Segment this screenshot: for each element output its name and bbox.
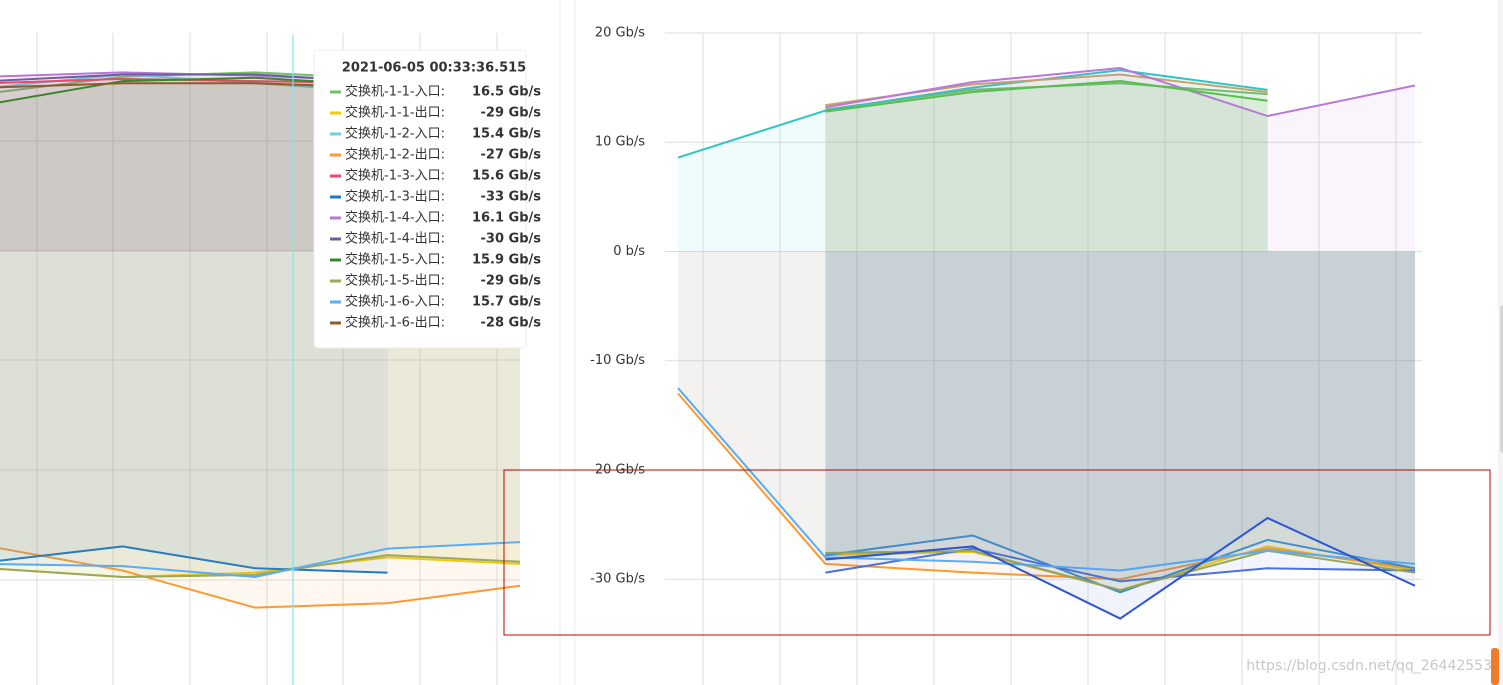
series-line	[0, 541, 520, 579]
series-area	[0, 78, 388, 252]
series-area	[825, 251, 1415, 582]
tooltip-value: -27 Gb/s	[481, 148, 542, 163]
series-area	[825, 251, 1415, 619]
tooltip-series-name: 交换机-1-2-出口:	[345, 147, 445, 163]
tooltip-series-name: 交换机-1-1-入口:	[345, 84, 445, 100]
series-area	[0, 74, 388, 252]
tooltip-series-name: 交换机-1-3-入口:	[345, 168, 445, 184]
series-area	[825, 74, 1268, 252]
tooltip-series-name: 交换机-1-2-入口:	[345, 126, 445, 142]
tooltip-series-name: 交换机-1-3-出口:	[345, 189, 445, 205]
series-line	[677, 69, 1268, 159]
highlight-box	[503, 469, 1491, 636]
series-area	[825, 83, 1268, 252]
tooltip-value: 15.4 Gb/s	[472, 127, 541, 142]
series-area	[678, 251, 1415, 580]
scroll-marker	[1491, 648, 1499, 685]
tooltip-series-name: 交换机-1-6-入口:	[345, 294, 445, 310]
series-line	[0, 547, 520, 609]
y-tick-label: 0 b/s	[613, 244, 645, 259]
tooltip-value: 15.9 Gb/s	[472, 253, 541, 268]
series-line	[677, 392, 1416, 581]
tooltip-value: -33 Gb/s	[481, 190, 542, 205]
tooltip-value: 16.1 Gb/s	[472, 211, 541, 226]
tooltip-value: -29 Gb/s	[481, 106, 542, 121]
y-tick-label: -10 Gb/s	[590, 353, 645, 368]
y-tick-label: -30 Gb/s	[590, 572, 645, 587]
tooltip-title: 2021-06-05 00:33:36.515	[342, 61, 526, 76]
tooltip-value: -29 Gb/s	[481, 274, 542, 289]
tooltip-value: 16.5 Gb/s	[472, 85, 541, 100]
series-area	[678, 251, 1415, 571]
series-area	[0, 72, 388, 252]
series-area	[825, 251, 1415, 593]
series-line	[825, 80, 1268, 113]
watermark: https://blog.csdn.net/qq_26442553	[1246, 658, 1492, 674]
series-area	[0, 77, 388, 252]
series-area	[825, 251, 1415, 591]
tooltip-series-name: 交换机-1-6-出口:	[345, 315, 445, 331]
series-area	[0, 251, 388, 573]
series-line	[825, 547, 1416, 583]
series-area	[825, 251, 1415, 591]
tooltip-series-name: 交换机-1-5-入口:	[345, 252, 445, 268]
series-line	[825, 516, 1416, 620]
series-line	[825, 534, 1416, 594]
series-area	[825, 67, 1415, 252]
tooltip-series-name: 交换机-1-4-入口:	[345, 210, 445, 226]
series-line	[0, 545, 388, 574]
tooltip-series-name: 交换机-1-1-出口:	[345, 105, 445, 121]
series-area	[825, 81, 1268, 252]
y-tick-label: 20 Gb/s	[595, 26, 645, 41]
right-panel: 20 Gb/s10 Gb/s0 b/s-10 Gb/s-20 Gb/s-30 G…	[590, 26, 1422, 685]
tooltip-series-name: 交换机-1-4-出口:	[345, 231, 445, 247]
series-line	[825, 66, 1416, 118]
series-area	[0, 72, 388, 252]
tooltip-value: -28 Gb/s	[481, 316, 542, 331]
tooltip-value: -30 Gb/s	[481, 232, 542, 247]
y-tick-label: 10 Gb/s	[595, 135, 645, 150]
tooltip-series-name: 交换机-1-5-出口:	[345, 273, 445, 289]
scrollbar-thumb	[1500, 305, 1503, 453]
series-area	[0, 83, 388, 252]
tooltip-value: 15.6 Gb/s	[472, 169, 541, 184]
tooltip-box	[313, 49, 527, 349]
tooltip-value: 15.7 Gb/s	[472, 295, 541, 310]
tooltip: 2021-06-05 00:33:36.515 交换机-1-1-入口: 16.5 …	[313, 49, 542, 349]
series-area	[678, 70, 1268, 252]
series-line	[0, 554, 520, 579]
series-line	[677, 387, 1416, 572]
series-area	[0, 74, 388, 252]
left-panel	[0, 33, 520, 685]
